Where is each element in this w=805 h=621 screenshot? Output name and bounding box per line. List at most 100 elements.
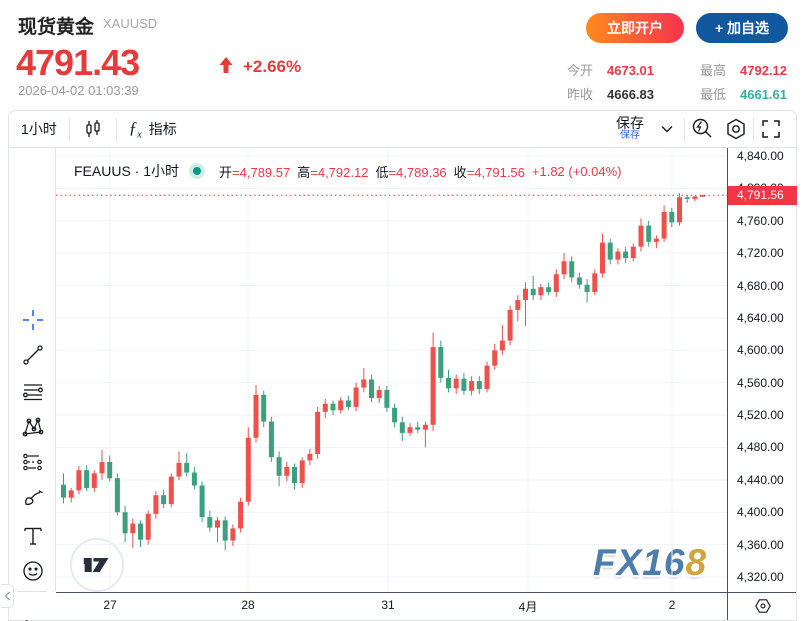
price-tick-label: 4,320.00 — [737, 570, 784, 584]
tradingview-logo[interactable] — [70, 538, 124, 592]
price-axis[interactable]: 4,840.004,800.004,760.004,720.004,680.00… — [727, 148, 796, 591]
chevron-down-icon — [661, 125, 673, 133]
legend-high: 高=4,792.12 — [297, 164, 369, 180]
time-axis-border — [56, 592, 796, 593]
candle-body — [114, 478, 120, 513]
collapse-left-icon — [4, 591, 11, 601]
candle-body — [84, 470, 90, 488]
add-watchlist-button[interactable]: + 加自选 — [696, 13, 788, 43]
price-tick-label: 4,720.00 — [737, 246, 784, 261]
candle-body — [253, 394, 259, 438]
price-tick-label: 4,680.00 — [737, 278, 784, 293]
price-tick-label: 4,560.00 — [737, 375, 784, 390]
price-tick-label: 4,480.00 — [737, 440, 784, 455]
market-status-icon — [189, 163, 206, 179]
text-tool-icon — [21, 524, 45, 548]
time-tick-label: 4月 — [518, 600, 538, 614]
toolbar-separator — [753, 118, 754, 140]
fib-retracement-tool[interactable] — [21, 379, 45, 403]
candle-body — [692, 196, 698, 199]
candle-body — [153, 495, 159, 514]
stat-high: 最高 4792.12 — [700, 63, 788, 78]
trend-line-tool[interactable] — [21, 343, 45, 367]
price-axis-border — [727, 148, 728, 620]
candle-body — [530, 288, 536, 296]
interval-button[interactable]: 1小时 — [21, 121, 57, 137]
forecast-tool[interactable] — [21, 450, 45, 474]
candle-body — [268, 421, 274, 458]
candle-body — [76, 470, 82, 491]
candle-body — [322, 403, 328, 412]
candle-body — [646, 225, 652, 242]
fullscreen-button[interactable] — [754, 112, 788, 146]
sidebar-divider — [17, 591, 47, 592]
current-price-label: 4,791.56 — [728, 185, 797, 205]
candle-body — [607, 242, 613, 260]
candle-body — [469, 381, 475, 391]
time-axis[interactable] — [9, 592, 796, 620]
candle-body — [392, 407, 398, 423]
price-tick-label: 4,440.00 — [737, 472, 784, 487]
forecast-icon — [21, 450, 45, 474]
time-tick-label: 27 — [103, 598, 117, 612]
indicators-button[interactable]: ƒx 指标 — [128, 117, 177, 141]
price-tick-label: 4,840.00 — [737, 149, 784, 163]
candle-body — [199, 485, 205, 518]
price-tick-label: 4,360.00 — [737, 537, 784, 552]
settings-hexagon-icon — [724, 117, 748, 141]
candle-body — [261, 394, 267, 422]
chart-toolbar: 1小时 ƒx 指标 保存 保存 — [9, 111, 796, 148]
drawing-tools-sidebar — [9, 148, 56, 621]
legend-low: 低=4,789.36 — [375, 164, 447, 180]
candle-body — [499, 340, 505, 351]
legend-symbol[interactable]: FEAUUS · 1小时 — [74, 163, 180, 179]
candle-body — [161, 495, 167, 505]
candle-body — [615, 251, 621, 260]
text-tool[interactable] — [21, 524, 45, 548]
save-menu-button[interactable] — [650, 112, 684, 146]
legend-open: 开=4,789.57 — [219, 164, 291, 180]
candle-body — [230, 528, 236, 541]
candle-body — [600, 242, 605, 274]
candle-body — [476, 381, 482, 390]
quick-search-button[interactable] — [685, 112, 719, 146]
candle-body — [369, 379, 374, 399]
chart-style-button[interactable] — [70, 111, 116, 147]
candle-body — [653, 238, 659, 242]
emoji-tool[interactable] — [21, 559, 45, 583]
time-tick-label: 28 — [241, 598, 255, 612]
price-tick-label: 4,760.00 — [737, 213, 784, 228]
candle-body — [99, 462, 105, 474]
candlestick-chart[interactable] — [56, 148, 727, 592]
save-button[interactable]: 保存 保存 — [616, 115, 644, 142]
candle-body — [168, 476, 174, 505]
crosshair-tool[interactable] — [21, 308, 45, 332]
candle-body — [638, 225, 644, 247]
candle-body — [661, 211, 667, 239]
axis-settings-button[interactable] — [748, 595, 778, 617]
brush-tool[interactable] — [21, 485, 45, 509]
fullscreen-icon — [760, 118, 782, 140]
candle-body — [145, 513, 151, 540]
candle-body — [630, 246, 636, 259]
candle-body — [407, 427, 413, 433]
candle-body — [307, 453, 313, 461]
xabcd-pattern-icon — [21, 415, 45, 439]
candle-body — [561, 261, 567, 275]
candle-body — [91, 473, 97, 488]
fib-retracement-icon — [21, 379, 45, 403]
collapse-panel-handle[interactable] — [1, 584, 14, 608]
crosshair-icon — [21, 308, 45, 332]
xabcd-pattern-tool[interactable] — [21, 415, 45, 439]
stat-open: 今开 4673.01 — [567, 63, 655, 78]
candle-body — [623, 251, 629, 259]
candle-body — [584, 284, 590, 293]
candle-body — [238, 501, 244, 529]
open-account-button[interactable]: 立即开户 — [586, 13, 684, 43]
candle-body — [461, 378, 467, 391]
instrument-symbol: XAUUSD — [103, 16, 158, 31]
candle-body — [438, 347, 444, 378]
chart-settings-button[interactable] — [719, 112, 753, 146]
candle-body — [484, 365, 490, 390]
